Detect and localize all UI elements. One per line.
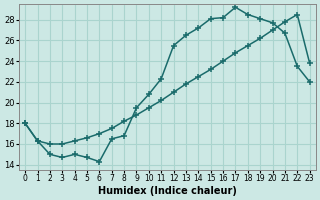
X-axis label: Humidex (Indice chaleur): Humidex (Indice chaleur) xyxy=(98,186,237,196)
